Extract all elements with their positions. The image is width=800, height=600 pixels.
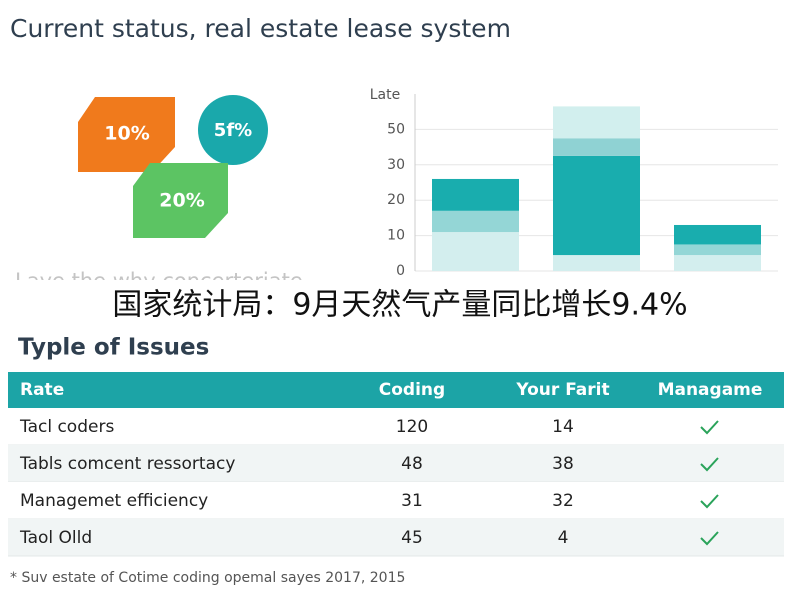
bar-segment (432, 210, 519, 233)
table-cell: 4 (558, 528, 569, 548)
footnote: * Suv estate of Cotime coding opemal say… (10, 570, 405, 586)
table-cell: 14 (552, 417, 574, 437)
table-cell: Taol Olld (19, 528, 92, 548)
bar-segment (674, 224, 761, 245)
table-header-cell: Your Farit (515, 380, 609, 400)
table-cell: 48 (401, 454, 423, 474)
bar-segment (674, 244, 761, 256)
bar-segment (432, 178, 519, 211)
y-tick-label: 20 (387, 192, 405, 208)
bar-segment (674, 255, 761, 271)
issues-table: Rate Coding Your Farit Managame Tacl coders 1… (8, 372, 784, 557)
section-title: Typle of Issues (18, 335, 209, 361)
table-row-bg (8, 445, 784, 482)
y-tick-label: 10 (387, 228, 405, 244)
table-row-bg (8, 408, 784, 445)
table-cell: 32 (552, 491, 574, 511)
bar-segment (553, 106, 640, 139)
table-cell: 45 (401, 528, 423, 548)
table-header-bg (8, 372, 784, 408)
table-row-bg (8, 482, 784, 519)
table-cell: 38 (552, 454, 574, 474)
check-icon (700, 420, 719, 435)
badge-label: 5f% (214, 120, 252, 141)
table-header-cell: Rate (20, 380, 64, 400)
overlay-band (0, 280, 800, 330)
check-icon (700, 457, 719, 472)
y-tick-label: 0 (396, 263, 405, 279)
table-cell: 120 (396, 417, 428, 437)
badge-label: 20% (159, 190, 204, 212)
y-axis-label: Late (370, 87, 400, 103)
table-cell: Managemet efficiency (20, 491, 208, 511)
badge-shape (78, 97, 175, 172)
bar-segment (553, 255, 640, 271)
table-row-bg (8, 519, 784, 556)
table-header-cell: Managame (658, 380, 763, 400)
check-icon (700, 531, 719, 546)
bar-segment (432, 232, 519, 271)
table-cell: Tabls comcent ressortacy (19, 454, 235, 474)
badge-shape (198, 95, 268, 165)
y-tick-label: 50 (387, 121, 405, 137)
bar-segment (553, 138, 640, 156)
badge-label: 10% (104, 123, 149, 145)
page-title: Current status, real estate lease system (10, 14, 511, 43)
table-cell: Tacl coders (19, 417, 114, 437)
bar-segment (553, 155, 640, 256)
badge-shape (133, 163, 228, 238)
check-icon (700, 494, 719, 509)
overlay-caption: 国家统计局：9月天然气产量同比增长9.4% (112, 288, 687, 323)
bar-chart: 010203050FowAbulTeils (387, 94, 778, 295)
y-tick-label: 30 (387, 157, 405, 173)
table-cell: 31 (401, 491, 423, 511)
table-header-cell: Coding (379, 380, 445, 400)
